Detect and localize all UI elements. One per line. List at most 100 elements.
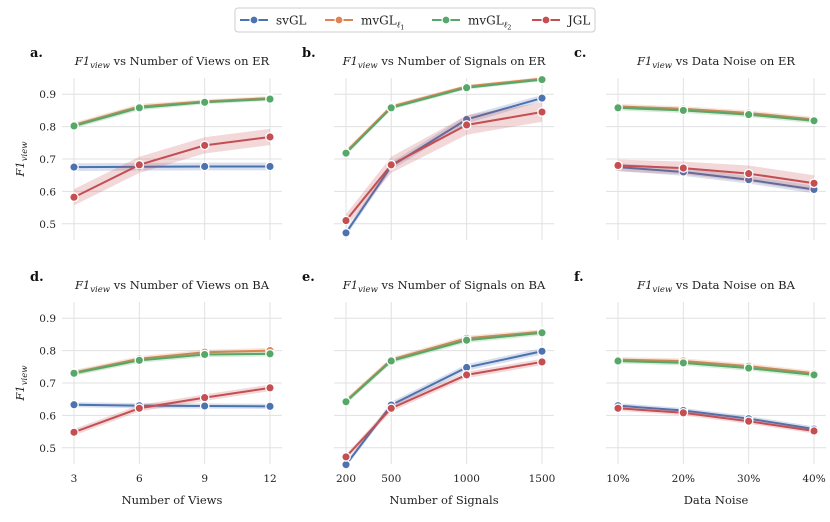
- series-line: [345, 350, 543, 466]
- legend-entry: svGL: [240, 14, 307, 28]
- data-point: [134, 355, 145, 366]
- data-point: [341, 228, 351, 238]
- panel-e: 200 500 1000 1500 F1view vs Number of Signal…: [302, 270, 555, 507]
- data-point: [265, 348, 275, 359]
- data-point: [69, 121, 79, 131]
- legend-marker: [334, 15, 344, 25]
- data-point: [678, 407, 689, 418]
- x-tick-label: 20%: [672, 473, 695, 485]
- confidence-band: [618, 159, 814, 192]
- series-line: [73, 135, 271, 199]
- data-point: [461, 120, 472, 130]
- panel-title: F1view vs Number of Signals on ER: [342, 54, 546, 71]
- x-tick-label: 1000: [453, 473, 480, 485]
- series-line: [617, 105, 815, 121]
- data-point: [199, 392, 210, 403]
- data-point: [613, 356, 623, 366]
- series-line: [617, 407, 815, 432]
- confidence-band: [74, 128, 270, 206]
- legend-label: JGL: [566, 14, 590, 28]
- series-JGL: [69, 128, 275, 206]
- panel-label: d.: [30, 270, 44, 285]
- panel-label: a.: [30, 46, 43, 61]
- panel-title: F1view vs Data Noise on ER: [636, 54, 795, 71]
- series-line: [345, 78, 543, 154]
- series-JGL: [341, 102, 547, 228]
- x-tick-label: 10%: [606, 473, 629, 485]
- y-tick-label: 0.7: [39, 378, 56, 390]
- series-mvGL_l2: [69, 94, 275, 131]
- data-point: [461, 370, 472, 380]
- series-line: [73, 352, 271, 375]
- panel-title: F1view vs Number of Views on ER: [74, 54, 270, 71]
- x-axis-label: Data Noise: [684, 493, 749, 507]
- data-point: [199, 401, 210, 411]
- data-point: [809, 178, 819, 189]
- data-point: [134, 159, 145, 170]
- y-tick-label: 0.5: [39, 443, 56, 455]
- data-point: [199, 161, 210, 172]
- data-point: [386, 102, 397, 113]
- series-mvGL_l2: [341, 327, 547, 407]
- y-axis-label: F1view: [13, 365, 30, 402]
- x-tick-label: 9: [201, 473, 208, 485]
- x-tick-label: 1500: [529, 473, 556, 485]
- data-point: [809, 115, 819, 126]
- series-line: [345, 360, 543, 458]
- series-mvGL_l2: [613, 102, 819, 126]
- data-point: [461, 335, 472, 346]
- series-line: [617, 359, 815, 376]
- data-point: [265, 132, 275, 142]
- y-tick-label: 0.9: [39, 89, 56, 101]
- x-tick-label: 6: [136, 473, 143, 485]
- series-JGL: [613, 159, 819, 192]
- x-tick-label: 3: [71, 473, 78, 485]
- data-point: [613, 102, 623, 113]
- data-point: [537, 357, 547, 367]
- x-tick-label: 12: [263, 473, 276, 485]
- series-line: [73, 386, 271, 434]
- panel-label: c.: [574, 46, 586, 61]
- data-point: [265, 94, 275, 104]
- series-line: [617, 106, 815, 122]
- legend: svGL mvGLℓ1 mvGLℓ2 JGL: [234, 7, 596, 33]
- data-point: [69, 368, 79, 379]
- y-tick-label: 0.6: [39, 186, 56, 198]
- data-point: [134, 403, 145, 414]
- series-line: [617, 166, 815, 191]
- data-point: [743, 363, 754, 373]
- panel-title: F1view vs Number of Signals on BA: [342, 278, 546, 295]
- data-point: [265, 383, 275, 393]
- legend-entry: mvGLℓ2: [432, 14, 511, 32]
- legend-entry: mvGLℓ1: [325, 14, 404, 32]
- panel-c: F1view vs Data Noise on ER c.: [574, 46, 826, 240]
- data-point: [386, 159, 397, 170]
- data-point: [743, 168, 754, 179]
- data-point: [341, 396, 351, 407]
- data-point: [809, 426, 819, 436]
- series-mvGL_l2: [613, 356, 819, 380]
- series-JGL: [341, 357, 547, 462]
- data-point: [613, 160, 623, 171]
- data-point: [69, 192, 79, 203]
- x-axis-label: Number of Views: [122, 493, 223, 507]
- series-line: [73, 349, 271, 374]
- y-axis-label: F1view: [13, 141, 30, 178]
- data-point: [537, 93, 547, 103]
- data-point: [743, 109, 754, 120]
- data-point: [341, 452, 351, 462]
- legend-label: mvGLℓ2: [468, 14, 511, 32]
- y-tick-label: 0.6: [39, 410, 56, 422]
- series-svGL: [69, 161, 275, 172]
- panel-d: 0.5 0.6 0.7 0.8 0.9 3 6 9 12 F1view vs Number of …: [13, 270, 282, 507]
- series-mvGL_l2: [69, 348, 275, 379]
- data-point: [69, 427, 79, 438]
- confidence-band: [74, 384, 270, 436]
- y-tick-label: 0.9: [39, 313, 56, 325]
- panel-f: 10% 20% 30% 40% F1view vs Data Noise on BA f.…: [574, 270, 826, 507]
- panel-title: F1view vs Number of Views on BA: [74, 278, 270, 295]
- panel-b: F1view vs Number of Signals on ER b.: [302, 46, 554, 240]
- legend-frame: [234, 7, 596, 33]
- data-point: [199, 140, 210, 151]
